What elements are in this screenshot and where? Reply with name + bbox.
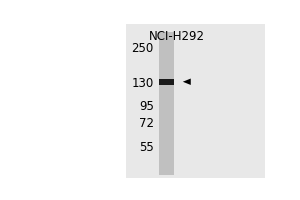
Bar — [126, 24, 266, 178]
Text: 95: 95 — [139, 100, 154, 113]
Text: 55: 55 — [139, 141, 154, 154]
Text: NCI-H292: NCI-H292 — [149, 30, 205, 43]
Text: 250: 250 — [131, 42, 154, 55]
Text: 130: 130 — [131, 77, 154, 90]
Polygon shape — [183, 79, 191, 85]
Bar — [159, 79, 174, 85]
Text: 72: 72 — [139, 117, 154, 130]
Bar — [159, 32, 174, 175]
